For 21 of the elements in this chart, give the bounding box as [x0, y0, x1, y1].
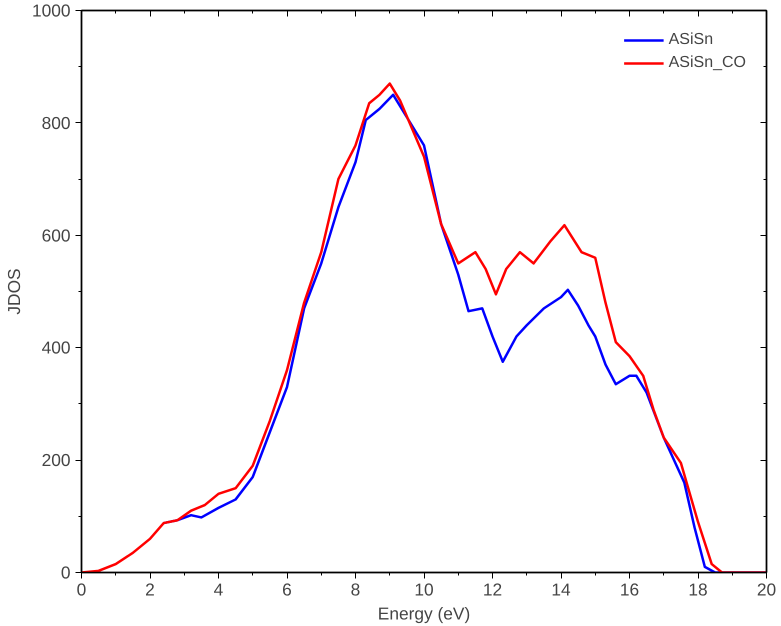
x-tick-label: 8 [350, 580, 360, 600]
x-tick-label: 6 [282, 580, 292, 600]
x-tick-label: 12 [482, 580, 502, 600]
legend-label: ASiSn_CO [668, 54, 746, 72]
y-tick-label: 1000 [32, 0, 71, 20]
x-axis-title: Energy (eV) [378, 604, 470, 624]
y-tick-label: 0 [60, 562, 71, 582]
x-tick-label: 20 [756, 580, 776, 600]
x-tick-label: 0 [76, 580, 86, 600]
y-tick-label: 400 [42, 338, 71, 358]
x-tick-label: 4 [214, 580, 224, 600]
y-tick-label: 800 [42, 112, 71, 133]
legend-label: ASiSn [668, 31, 714, 49]
y-tick-label: 200 [42, 450, 71, 470]
x-tick-label: 10 [414, 580, 434, 600]
x-tick-label: 16 [620, 580, 640, 600]
y-axis-title: JDOS [4, 268, 24, 315]
y-tick-label: 600 [42, 225, 71, 246]
x-tick-label: 14 [551, 580, 571, 600]
x-tick-label: 18 [688, 580, 708, 600]
x-tick-label: 2 [145, 580, 155, 600]
